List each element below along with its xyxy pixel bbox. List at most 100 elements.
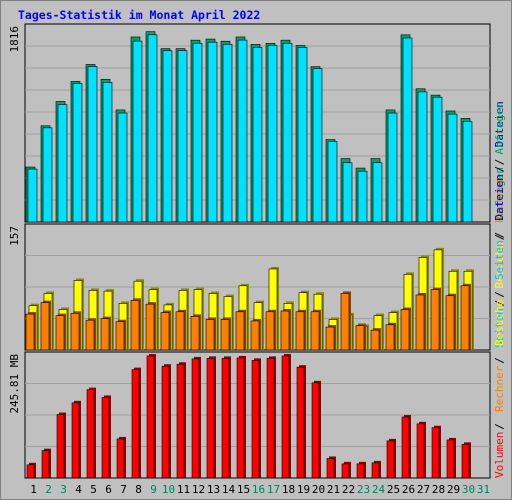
- bar-dateien: [237, 39, 248, 223]
- legend-item: Anfragen: [493, 167, 506, 220]
- y-max-label: 1816: [8, 26, 21, 53]
- x-tick-label: 7: [120, 483, 127, 496]
- bar-dateien: [192, 42, 203, 223]
- bar-volumen: [56, 414, 65, 479]
- legend-item: Besuche: [493, 242, 506, 288]
- bar-rechner: [220, 319, 230, 351]
- bar-dateien: [57, 104, 68, 223]
- bar-volumen: [281, 355, 290, 479]
- bar-dateien: [27, 168, 38, 223]
- bar-rechner: [265, 311, 275, 351]
- bar-rechner: [340, 293, 350, 351]
- bar-volumen: [206, 358, 215, 479]
- y-max-label: 157: [8, 226, 21, 246]
- bar-volumen: [176, 363, 185, 479]
- bar-dateien: [447, 113, 458, 223]
- bar-volumen: [86, 389, 95, 479]
- legend-item: Seiten: [493, 240, 506, 280]
- x-tick-label: 30: [462, 483, 475, 496]
- x-tick-label: 9: [150, 483, 157, 496]
- bar-rechner: [460, 285, 470, 351]
- bar-dateien: [162, 50, 173, 223]
- legend-item: Rechner: [493, 176, 506, 223]
- bar-rechner: [40, 302, 50, 351]
- bar-volumen: [101, 397, 110, 479]
- bar-dateien: [177, 50, 188, 223]
- bar-volumen: [266, 358, 275, 479]
- legend-item: Anfragen: [493, 102, 506, 155]
- bar-volumen: [386, 440, 395, 479]
- bar-volumen: [161, 365, 170, 479]
- y-max-label: 245.81 MB: [8, 354, 21, 414]
- bar-volumen: [326, 458, 335, 479]
- bar-dateien: [72, 83, 83, 223]
- bar-dateien: [87, 66, 98, 223]
- legend-separator: /: [493, 232, 506, 239]
- x-tick-label: 25: [387, 483, 400, 496]
- bar-rechner: [280, 310, 290, 351]
- bar-dateien: [402, 37, 413, 223]
- bar-volumen: [461, 444, 470, 479]
- bar-dateien: [42, 127, 53, 223]
- bar-volumen: [296, 366, 305, 479]
- bar-volumen: [131, 369, 140, 479]
- x-tick-label: 29: [447, 483, 460, 496]
- legend-item: Rechner: [493, 365, 506, 412]
- bar-rechner: [325, 326, 335, 351]
- panel-top: 1816 Anfragen / Dateien: [8, 23, 506, 223]
- legend-separator: /: [493, 300, 506, 307]
- bar-dateien: [387, 112, 398, 223]
- bar-volumen: [446, 439, 455, 479]
- bar-volumen: [146, 355, 155, 479]
- bar-rechner: [310, 311, 320, 351]
- bar-dateien: [117, 112, 128, 223]
- bar-rechner: [295, 311, 305, 351]
- x-tick-label: 21: [327, 483, 340, 496]
- panel-middle: 157 Seiten / Besuche / Rechner: [8, 176, 506, 351]
- bar-dateien: [102, 82, 113, 223]
- x-tick-label: 6: [105, 483, 112, 496]
- bar-rechner: [400, 309, 410, 351]
- bar-dateien: [417, 91, 428, 223]
- legend-separator: /: [493, 159, 506, 166]
- bar-volumen: [431, 427, 440, 479]
- x-tick-label: 24: [372, 483, 386, 496]
- x-tick-label: 19: [297, 483, 310, 496]
- bar-rechner: [370, 329, 380, 351]
- bar-dateien: [147, 34, 158, 223]
- bar-volumen: [401, 416, 410, 479]
- bar-volumen: [236, 357, 245, 479]
- bar-dateien: [432, 96, 443, 223]
- x-tick-label: 11: [177, 483, 190, 496]
- bar-dateien: [207, 41, 218, 223]
- x-tick-label: 10: [162, 483, 175, 496]
- x-tick-label: 5: [90, 483, 97, 496]
- legend-item: Seiten: [493, 308, 506, 348]
- chart-title: Tages-Statistik im Monat April 2022: [18, 8, 260, 22]
- bar-dateien: [372, 162, 383, 223]
- bar-dateien: [267, 45, 278, 223]
- legend-separator: /: [493, 234, 506, 241]
- legend-separator: /: [493, 291, 506, 298]
- x-tick-label: 26: [402, 483, 415, 496]
- x-tick-label: 8: [135, 483, 142, 496]
- x-tick-label: 31: [477, 483, 490, 496]
- bar-dateien: [357, 170, 368, 223]
- bar-rechner: [415, 294, 425, 351]
- bar-dateien: [252, 47, 263, 223]
- bar-volumen: [341, 463, 350, 479]
- bar-dateien: [222, 44, 233, 223]
- bar-rechner: [445, 295, 455, 351]
- bar-rechner: [160, 312, 170, 351]
- x-tick-label: 16: [252, 483, 265, 496]
- bar-dateien: [312, 68, 323, 223]
- legend-top: Anfragen / Dateien: [493, 101, 506, 220]
- x-tick-label: 17: [267, 483, 280, 496]
- bar-rechner: [85, 319, 95, 351]
- bar-rechner: [55, 315, 65, 351]
- panel-bottom: 245.81 MB Volumen / Rechner / Besuche / S…: [8, 102, 506, 479]
- x-tick-label: 22: [342, 483, 355, 496]
- legend-item: Dateien: [493, 174, 506, 220]
- x-tick-label: 4: [75, 483, 82, 496]
- bar-rechner: [115, 321, 125, 351]
